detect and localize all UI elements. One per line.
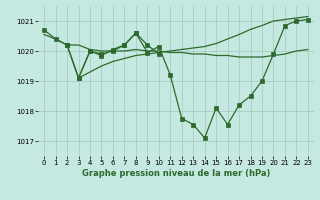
X-axis label: Graphe pression niveau de la mer (hPa): Graphe pression niveau de la mer (hPa)	[82, 169, 270, 178]
